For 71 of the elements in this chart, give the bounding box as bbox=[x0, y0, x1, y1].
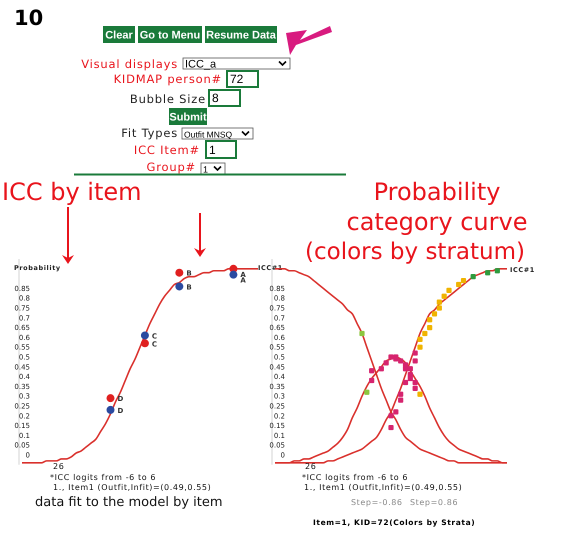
point bbox=[460, 278, 466, 284]
point bbox=[364, 390, 370, 395]
point bbox=[417, 336, 423, 342]
point bbox=[427, 325, 432, 330]
chart-subtitle: (colors by stratum) bbox=[305, 239, 525, 265]
point bbox=[359, 330, 365, 336]
point bbox=[393, 409, 398, 414]
point bbox=[494, 268, 500, 274]
text: Step=-0.86 bbox=[351, 498, 403, 507]
annotation: 26 bbox=[305, 462, 316, 471]
text: Step=0.86 bbox=[410, 498, 458, 507]
point bbox=[398, 398, 404, 403]
text: ICC_a bbox=[185, 58, 218, 70]
point bbox=[412, 380, 418, 386]
text: 1., Item1 (Outfit,Infit)=(0.49,0.55) bbox=[53, 483, 212, 492]
point bbox=[408, 366, 413, 372]
text: 1., Item1 (Outfit,Infit)=(0.49,0.55) bbox=[304, 483, 462, 492]
text: Group# bbox=[146, 160, 196, 174]
point bbox=[369, 378, 374, 384]
point bbox=[470, 274, 476, 280]
button: Resume Data bbox=[205, 26, 277, 43]
point bbox=[456, 282, 462, 288]
text: Fit Types bbox=[121, 126, 178, 140]
point bbox=[485, 270, 490, 276]
point bbox=[432, 311, 438, 316]
point bbox=[175, 282, 184, 290]
point bbox=[106, 394, 114, 402]
button: Submit bbox=[169, 108, 207, 125]
point bbox=[442, 294, 447, 299]
point bbox=[422, 330, 428, 336]
text: 1 bbox=[209, 143, 216, 157]
point bbox=[384, 360, 389, 366]
text: data fit to the model by item bbox=[35, 495, 223, 510]
point bbox=[412, 386, 418, 391]
text: *ICC logits from -6 to 6 bbox=[302, 473, 408, 482]
point bbox=[412, 358, 418, 364]
point bbox=[140, 331, 149, 340]
chart-title: Probability category curve bbox=[346, 178, 528, 236]
text: 1 bbox=[203, 164, 208, 174]
point bbox=[229, 270, 238, 279]
annotation: 26 bbox=[53, 462, 64, 471]
point bbox=[388, 413, 394, 418]
point bbox=[412, 350, 418, 356]
point bbox=[378, 366, 384, 372]
text: Bubble Size bbox=[130, 92, 206, 106]
text: KIDMAP person# bbox=[114, 72, 222, 86]
point bbox=[369, 368, 374, 374]
point bbox=[175, 268, 184, 277]
point bbox=[388, 424, 394, 430]
point bbox=[436, 300, 442, 305]
point bbox=[398, 392, 404, 397]
point bbox=[417, 344, 423, 350]
point bbox=[140, 339, 149, 348]
button: Go to Menu bbox=[138, 26, 202, 43]
point bbox=[106, 406, 114, 414]
point bbox=[427, 317, 432, 322]
point bbox=[408, 376, 413, 382]
button: Clear bbox=[103, 26, 135, 43]
point bbox=[417, 392, 423, 397]
chart-title: ICC by item bbox=[2, 178, 142, 206]
point bbox=[446, 288, 452, 293]
point bbox=[436, 305, 442, 311]
text: 72 bbox=[230, 72, 244, 86]
point bbox=[398, 358, 404, 364]
point bbox=[402, 380, 408, 386]
text: Visual displays bbox=[81, 57, 178, 71]
text: ICC Item# bbox=[134, 143, 200, 157]
text: 10 bbox=[14, 6, 44, 30]
text: 8 bbox=[212, 91, 219, 105]
text: *ICC logits from -6 to 6 bbox=[50, 473, 156, 482]
text: Outfit MNSQ bbox=[184, 130, 233, 140]
